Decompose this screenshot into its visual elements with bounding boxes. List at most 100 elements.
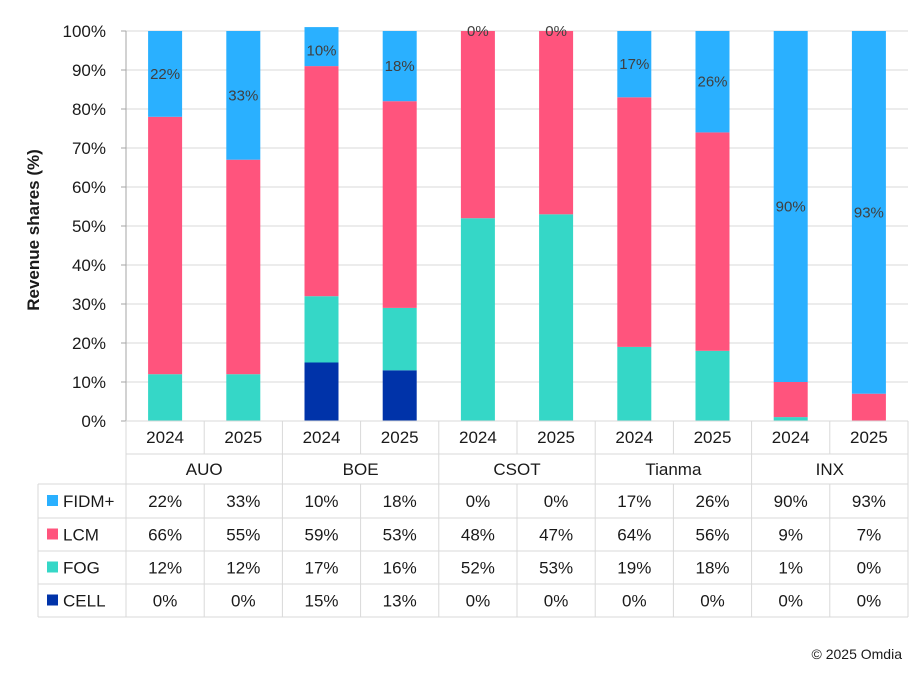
table-cell: 33% [226,492,260,511]
x-group-label: INX [816,460,844,479]
table-cell: 0% [544,592,569,611]
table-cell: 16% [383,559,417,578]
bar-segment-lcm [773,382,808,418]
bar-data-label: 90% [776,199,806,216]
x-year-label: 2024 [459,428,497,447]
y-tick-label: 90% [72,61,106,80]
legend-label: CELL [63,592,106,611]
table-cell: 0% [622,592,647,611]
table-cell: 0% [857,559,882,578]
table-cell: 0% [153,592,178,611]
x-year-label: 2025 [537,428,575,447]
y-tick-label: 50% [72,217,106,236]
y-tick-label: 30% [72,295,106,314]
table-cell: 18% [695,559,729,578]
y-axis-label: Revenue shares (%) [24,149,43,311]
legend-label: FOG [63,559,100,578]
table-cell: 19% [617,559,651,578]
x-group-label: AUO [186,460,223,479]
table-cell: 0% [466,492,491,511]
x-year-label: 2025 [224,428,262,447]
x-year-label: 2025 [381,428,419,447]
table-cell: 18% [383,492,417,511]
bar-segment-fidm- [382,31,417,102]
table-cell: 59% [304,526,338,545]
table-cell: 1% [778,559,803,578]
y-tick-label: 60% [72,178,106,197]
table-cell: 0% [700,592,725,611]
bar-data-label: 93% [854,204,884,221]
table-cell: 56% [695,526,729,545]
table-cell: 90% [774,492,808,511]
table-cell: 7% [857,526,882,545]
x-group-label: Tianma [645,460,702,479]
x-year-label: 2025 [850,428,888,447]
bar-segment-cell [304,362,339,421]
bar-segment-fog [226,374,261,421]
copyright: © 2025 Omdia [811,646,902,662]
y-tick-label: 20% [72,334,106,353]
bar-segment-fog [382,307,417,371]
bar-segment-fidm- [304,27,339,67]
bar-segment-lcm [148,116,183,375]
bar-segment-lcm [851,393,886,421]
bar-segment-lcm [304,66,339,297]
table-cell: 0% [544,492,569,511]
y-tick-label: 100% [63,22,106,41]
table-cell: 17% [617,492,651,511]
x-year-label: 2024 [146,428,184,447]
bar-segment-lcm [617,97,652,347]
table-cell: 0% [231,592,256,611]
table-cell: 53% [383,526,417,545]
bar-segment-lcm [539,31,574,215]
table-cell: 9% [778,526,803,545]
y-tick-label: 10% [72,373,106,392]
table-cell: 93% [852,492,886,511]
bar-segment-fidm- [148,31,183,117]
legend-swatch-lcm [47,528,58,540]
table-cell: 22% [148,492,182,511]
table-cell: 53% [539,559,573,578]
bar-data-label: 10% [306,43,336,60]
legend-swatch-cell [47,594,58,606]
table-cell: 13% [383,592,417,611]
table-cell: 52% [461,559,495,578]
table-cell: 64% [617,526,651,545]
bar-segment-fidm- [851,31,886,394]
bar-segment-cell [382,370,417,421]
table-cell: 26% [695,492,729,511]
y-tick-label: 70% [72,139,106,158]
bar-data-label: 18% [385,58,415,75]
bar-data-label: 0% [467,23,489,40]
table-cell: 48% [461,526,495,545]
table-cell: 66% [148,526,182,545]
x-group-label: BOE [343,460,379,479]
bar-data-label: 0% [545,23,567,40]
bar-segment-fog [539,214,574,421]
table-cell: 0% [778,592,803,611]
table-cell: 10% [304,492,338,511]
x-year-label: 2024 [615,428,653,447]
x-group-label: CSOT [493,460,540,479]
table-cell: 0% [466,592,491,611]
bar-data-label: 33% [228,87,258,104]
bar-segment-fog [773,417,808,421]
legend-label: LCM [63,526,99,545]
table-cell: 47% [539,526,573,545]
bar-segment-lcm [460,31,495,219]
legend-swatch-fog [47,561,58,573]
bar-segment-lcm [226,159,261,375]
table-cell: 55% [226,526,260,545]
bar-segment-fidm- [695,31,730,133]
table-cell: 12% [226,559,260,578]
table-cell: 0% [857,592,882,611]
x-year-label: 2024 [303,428,341,447]
y-tick-label: 80% [72,100,106,119]
bar-segment-fidm- [773,31,808,382]
bar-data-label: 26% [697,74,727,91]
legend-swatch-fidm- [47,495,58,506]
bar-segment-fog [617,346,652,421]
y-tick-label: 40% [72,256,106,275]
bar-segment-fog [304,296,339,363]
